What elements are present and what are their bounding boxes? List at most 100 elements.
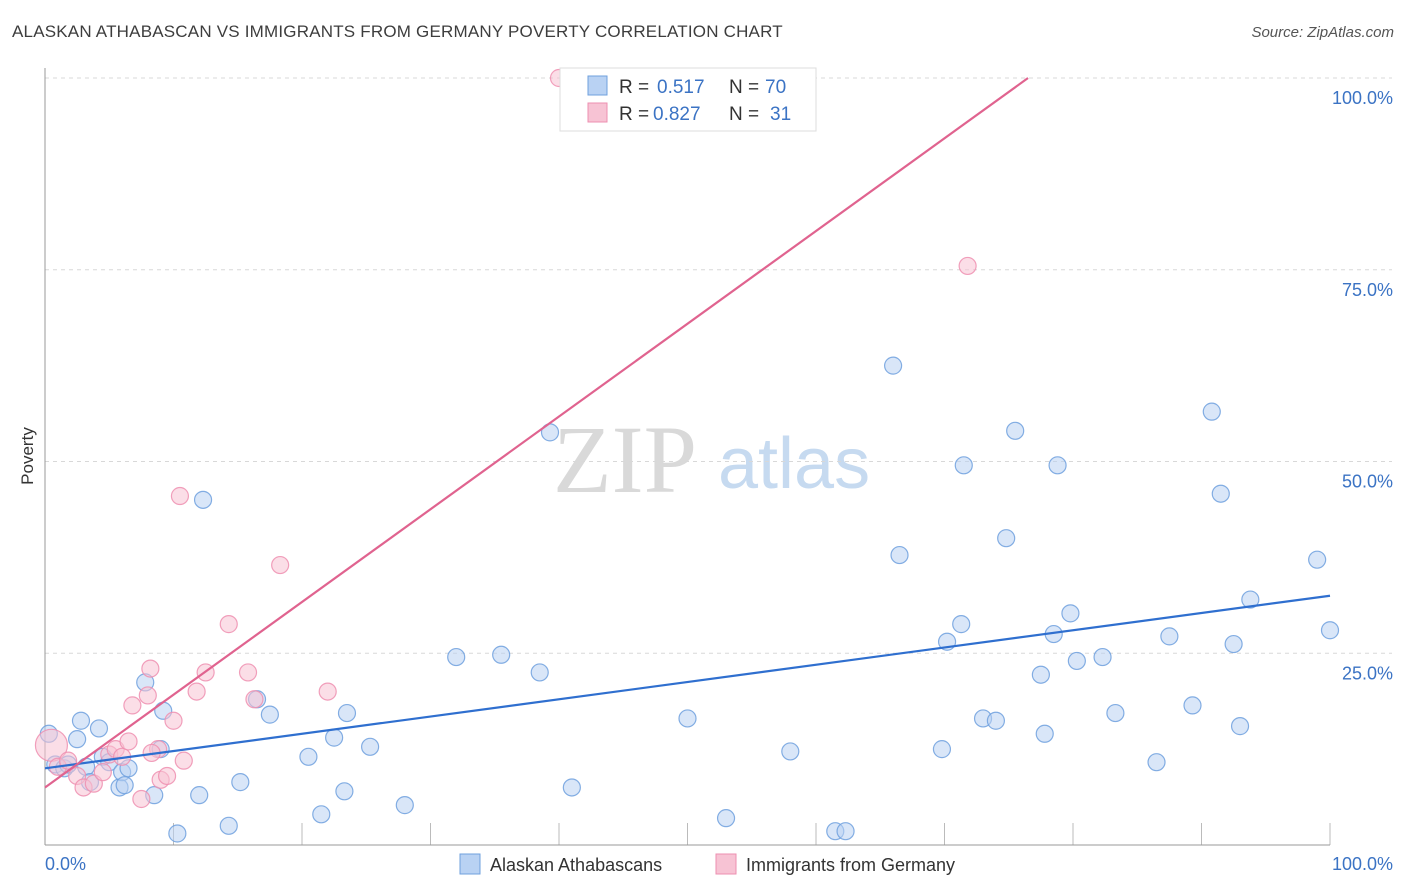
legend-swatch-pink xyxy=(587,102,608,123)
point-alaskan-athabascans-30 xyxy=(337,703,357,723)
point-alaskan-athabascans-8 xyxy=(89,719,109,738)
point-alaskan-athabascans-70 xyxy=(1320,621,1340,640)
point-immigrants-germany-13 xyxy=(138,686,157,705)
point-immigrants-germany-12 xyxy=(132,789,151,809)
axes xyxy=(44,68,1330,846)
trendline-immigrants-germany xyxy=(44,77,1029,789)
point-immigrants-germany-21 xyxy=(187,682,206,701)
trendlines xyxy=(44,77,1331,789)
point-alaskan-athabascans-42 xyxy=(836,822,855,841)
point-alaskan-athabascans-25 xyxy=(260,705,279,724)
point-alaskan-athabascans-52 xyxy=(1006,421,1025,440)
y-tick-label-0: 25.0% xyxy=(1342,663,1393,683)
point-immigrants-germany-17 xyxy=(157,766,177,786)
y-tick-label-1: 50.0% xyxy=(1342,472,1393,492)
point-alaskan-athabascans-5 xyxy=(71,711,91,730)
point-alaskan-athabascans-33 xyxy=(447,647,466,667)
point-alaskan-athabascans-59 xyxy=(1093,647,1112,667)
series-immigrants-germany-points xyxy=(34,68,977,809)
point-alaskan-athabascans-63 xyxy=(1183,696,1202,715)
point-alaskan-athabascans-44 xyxy=(890,545,909,565)
point-immigrants-germany-11 xyxy=(123,696,142,715)
point-alaskan-athabascans-22 xyxy=(219,816,238,835)
point-immigrants-germany-25 xyxy=(245,690,264,709)
x-tick-label-min: 0.0% xyxy=(45,854,86,874)
point-alaskan-athabascans-19 xyxy=(168,824,187,843)
point-immigrants-germany-18 xyxy=(164,711,183,730)
point-alaskan-athabascans-68 xyxy=(1241,590,1260,609)
legend-series-swatch-blue xyxy=(459,853,481,875)
point-alaskan-athabascans-39 xyxy=(716,809,736,828)
legend-series-label-pink: Immigrants from Germany xyxy=(746,855,955,875)
grid xyxy=(45,77,1392,845)
legend-series-label-blue: Alaskan Athabascans xyxy=(490,855,662,875)
watermark-atlas: atlas xyxy=(718,424,870,504)
legend-series-swatch-pink xyxy=(715,853,737,875)
legend-n-label-pink: N = xyxy=(729,104,759,125)
point-alaskan-athabascans-60 xyxy=(1106,703,1125,723)
point-alaskan-athabascans-37 xyxy=(562,778,581,797)
point-alaskan-athabascans-29 xyxy=(335,782,354,801)
point-alaskan-athabascans-56 xyxy=(1048,456,1067,475)
point-alaskan-athabascans-61 xyxy=(1147,753,1166,772)
point-alaskan-athabascans-50 xyxy=(986,711,1006,730)
point-alaskan-athabascans-38 xyxy=(678,709,697,728)
source-label: Source: ZipAtlas.com xyxy=(1251,24,1394,41)
trendline-alaskan-athabascans xyxy=(44,594,1331,770)
legend-series: Alaskan Athabascans Immigrants from Germ… xyxy=(459,853,955,875)
y-axis-title: Poverty xyxy=(18,427,37,485)
point-alaskan-athabascans-65 xyxy=(1211,484,1230,503)
point-alaskan-athabascans-32 xyxy=(395,796,414,815)
point-alaskan-athabascans-53 xyxy=(1031,665,1050,684)
point-alaskan-athabascans-64 xyxy=(1202,402,1221,421)
point-alaskan-athabascans-51 xyxy=(997,529,1016,548)
y-tick-labels: 25.0% 50.0% 75.0% 100.0% xyxy=(1332,88,1393,683)
x-tick-label-max: 100.0% xyxy=(1332,854,1393,874)
point-immigrants-germany-24 xyxy=(238,663,258,682)
legend-stats: R = 0.517 N = 70 R = 0.827 N = 31 xyxy=(559,67,817,132)
point-alaskan-athabascans-43 xyxy=(883,356,903,375)
watermark: ZIP atlas xyxy=(553,406,870,513)
y-tick-label-2: 75.0% xyxy=(1342,280,1393,300)
point-alaskan-athabascans-57 xyxy=(1061,604,1080,623)
legend-r-value-pink: 0.827 xyxy=(653,104,701,125)
point-alaskan-athabascans-27 xyxy=(312,805,331,824)
point-alaskan-athabascans-47 xyxy=(954,456,973,475)
point-alaskan-athabascans-66 xyxy=(1224,634,1243,654)
point-alaskan-athabascans-35 xyxy=(530,663,549,682)
point-alaskan-athabascans-40 xyxy=(781,742,800,761)
point-alaskan-athabascans-62 xyxy=(1160,627,1179,646)
watermark-zip: ZIP xyxy=(553,406,697,513)
point-alaskan-athabascans-54 xyxy=(1035,724,1054,743)
point-alaskan-athabascans-67 xyxy=(1230,717,1250,736)
chart-title: ALASKAN ATHABASCAN VS IMMIGRANTS FROM GE… xyxy=(12,22,783,41)
point-immigrants-germany-26 xyxy=(271,555,290,575)
point-alaskan-athabascans-45 xyxy=(932,740,952,759)
legend-n-value-pink: 31 xyxy=(770,104,791,125)
point-immigrants-germany-27 xyxy=(318,682,337,701)
legend-n-label-blue: N = xyxy=(729,77,759,98)
legend-swatch-blue xyxy=(587,75,608,96)
point-immigrants-germany-29 xyxy=(958,256,977,276)
point-immigrants-germany-6 xyxy=(93,763,112,782)
point-alaskan-athabascans-26 xyxy=(299,747,318,766)
point-immigrants-germany-20 xyxy=(174,751,193,770)
point-alaskan-athabascans-4 xyxy=(68,730,87,749)
legend-r-label-pink: R = xyxy=(619,104,649,125)
point-alaskan-athabascans-31 xyxy=(361,737,380,756)
point-alaskan-athabascans-48 xyxy=(952,615,971,634)
point-alaskan-athabascans-34 xyxy=(492,645,511,664)
point-alaskan-athabascans-20 xyxy=(190,786,209,805)
point-alaskan-athabascans-13 xyxy=(115,776,134,795)
legend-r-value-blue: 0.517 xyxy=(657,77,705,98)
y-tick-label-3: 100.0% xyxy=(1332,88,1393,108)
point-immigrants-germany-19 xyxy=(170,486,190,506)
point-alaskan-athabascans-69 xyxy=(1308,550,1327,569)
point-immigrants-germany-23 xyxy=(219,615,238,634)
point-immigrants-germany-10 xyxy=(119,732,138,751)
point-immigrants-germany-14 xyxy=(141,659,160,678)
point-alaskan-athabascans-21 xyxy=(193,490,213,509)
point-alaskan-athabascans-23 xyxy=(231,773,250,792)
legend-r-label-blue: R = xyxy=(619,77,649,98)
